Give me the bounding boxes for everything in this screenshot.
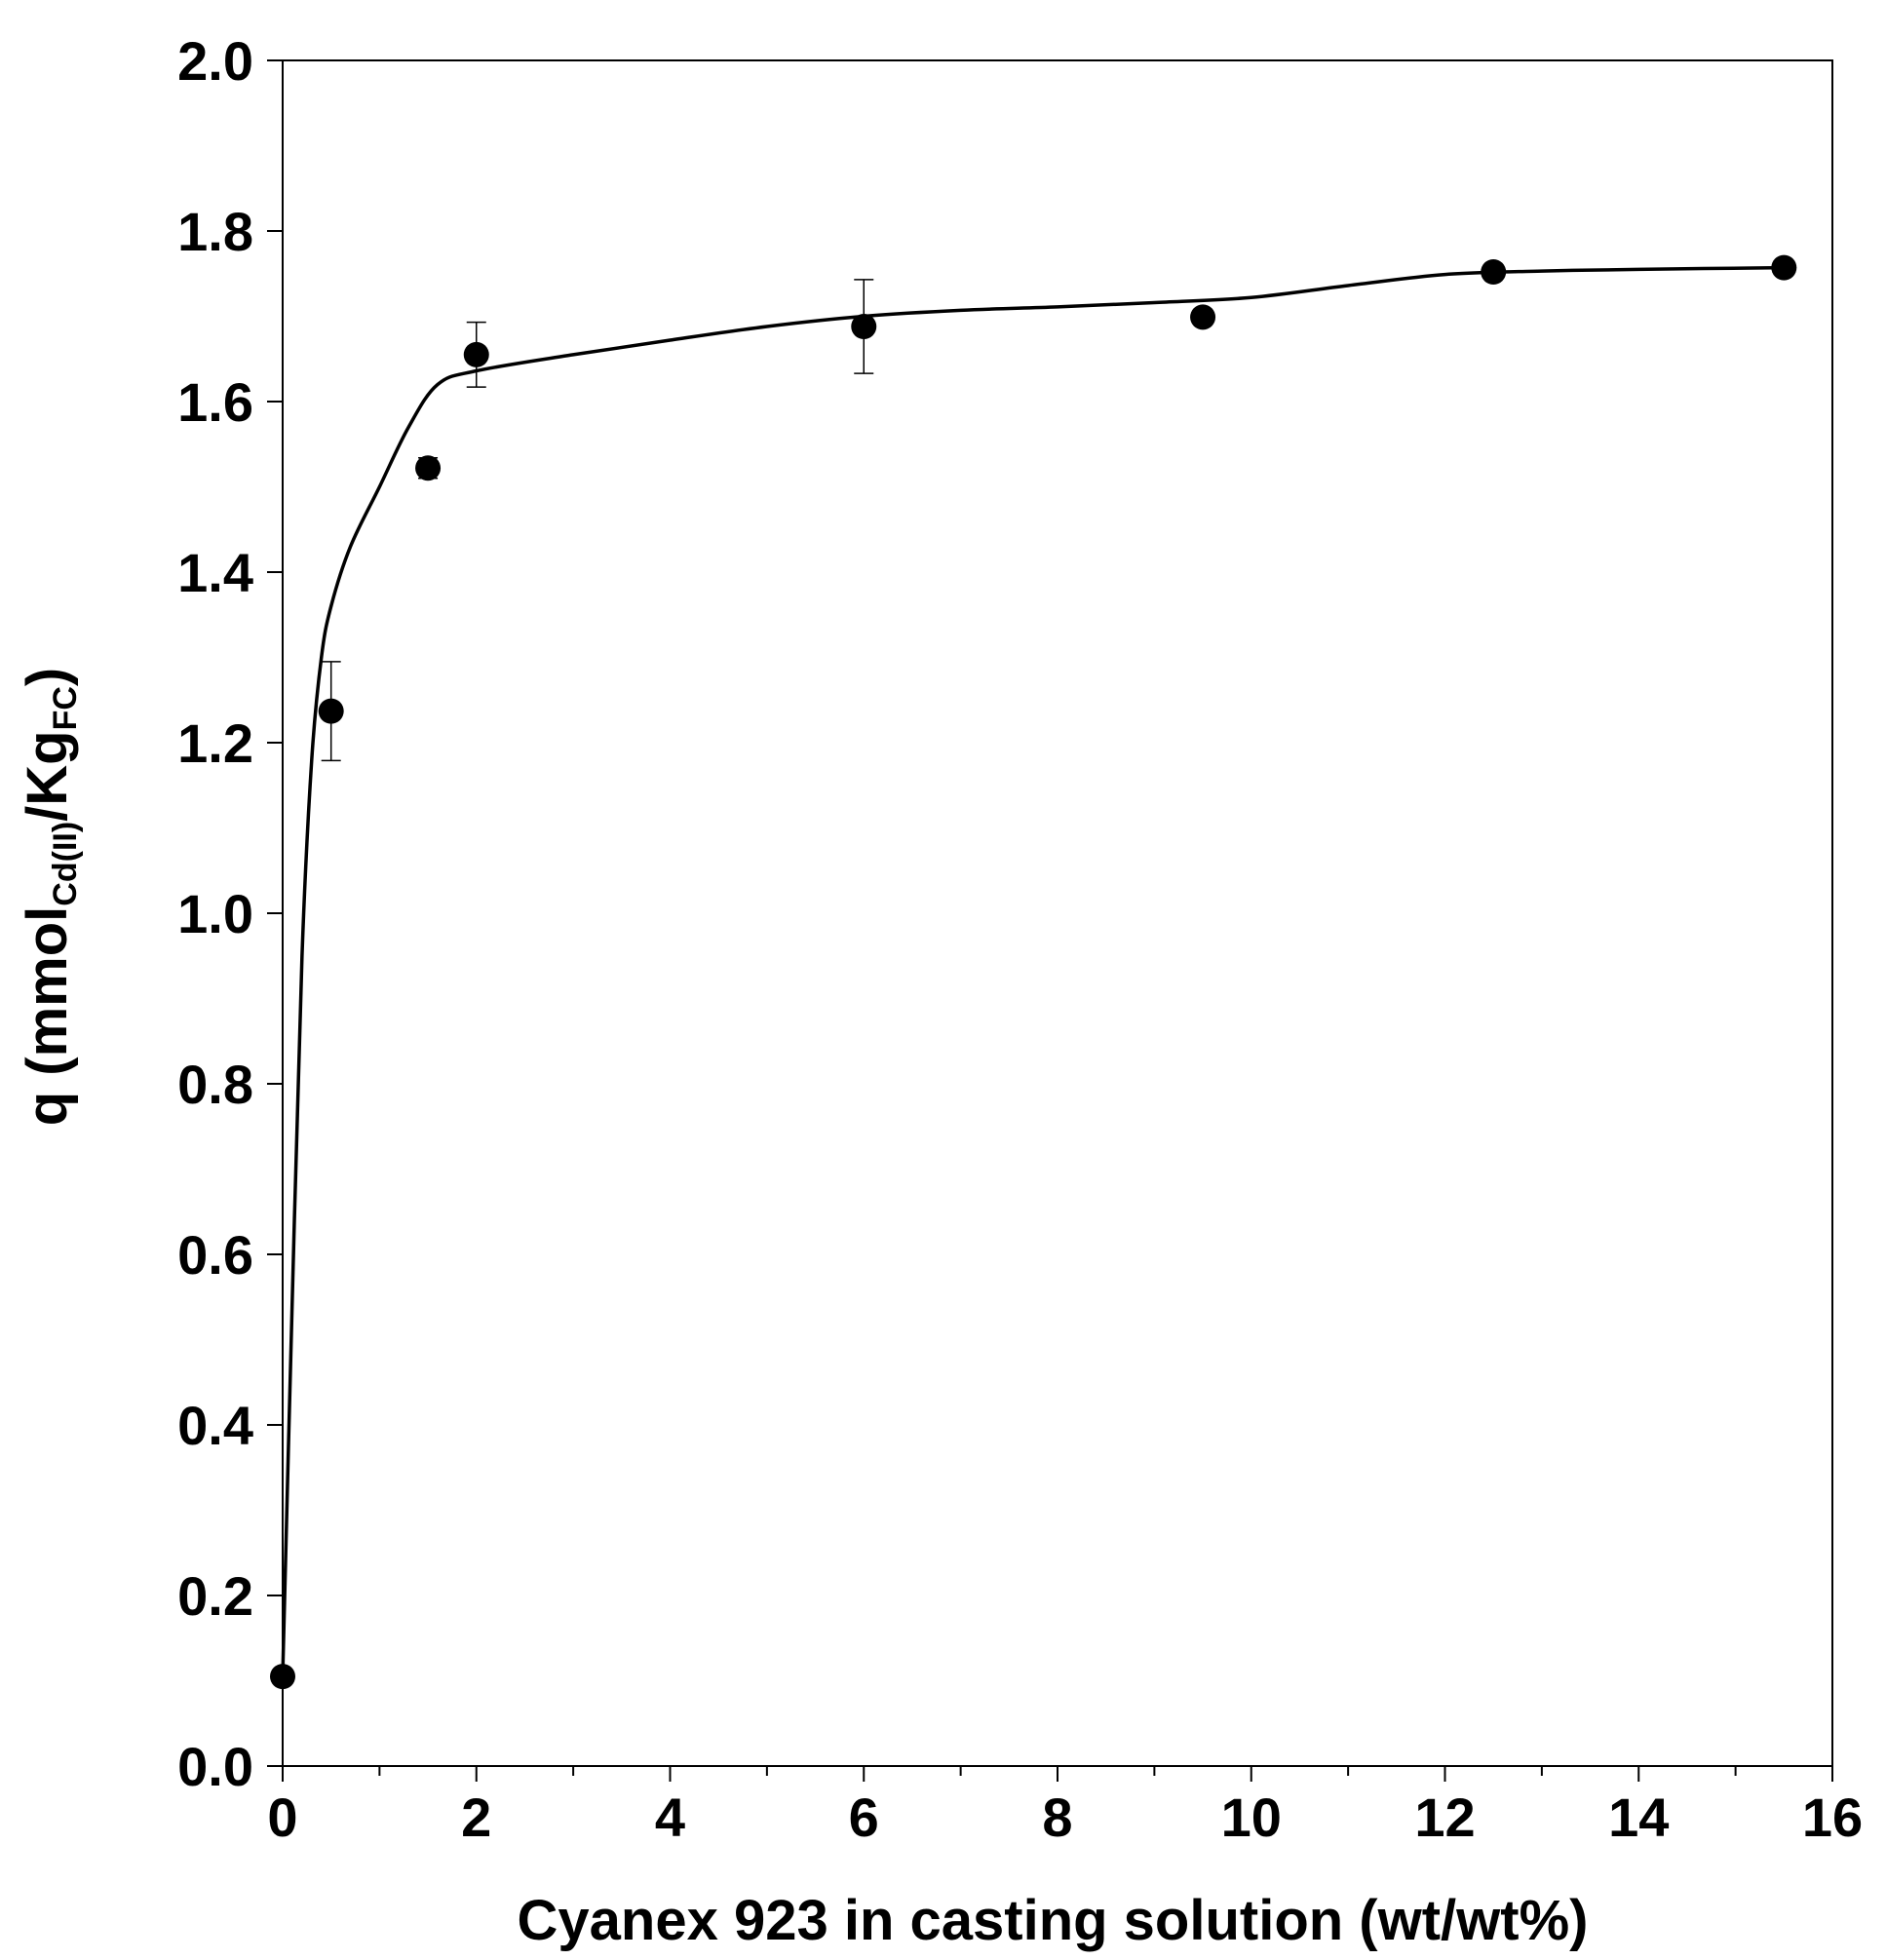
x-tick-label: 0 [267, 1787, 297, 1848]
data-points [270, 254, 1797, 1690]
data-point [1771, 254, 1797, 281]
x-tick-label: 16 [1802, 1787, 1863, 1848]
y-tick-label: 1.8 [177, 201, 253, 262]
x-tick-label: 12 [1414, 1787, 1475, 1848]
x-axis: 0 2 4 6 8 10 12 14 16 [267, 1766, 1863, 1848]
y-tick-label: 0.2 [177, 1565, 253, 1627]
y-tick-label: 0.0 [177, 1736, 253, 1797]
x-axis-title: Cyanex 923 in casting solution (wt/wt%) [518, 1889, 1589, 1952]
y-tick-label: 2.0 [177, 30, 253, 92]
data-point [318, 698, 344, 724]
x-tick-label: 10 [1221, 1787, 1282, 1848]
data-point [1481, 259, 1507, 285]
data-point [463, 341, 489, 367]
y-tick-label: 1.6 [177, 371, 253, 433]
x-tick-label: 8 [1042, 1787, 1072, 1848]
y-tick-label: 1.2 [177, 712, 253, 774]
y-tick-label: 1.4 [177, 542, 253, 603]
data-point [1190, 304, 1216, 330]
plot-border [282, 59, 1833, 1767]
y-tick-label: 0.8 [177, 1054, 253, 1115]
plot-area [282, 59, 1833, 1767]
data-point [270, 1664, 295, 1690]
x-tick-label: 2 [461, 1787, 491, 1848]
y-tick-label: 0.6 [177, 1224, 253, 1286]
x-tick-label: 4 [655, 1787, 685, 1848]
y-axis: 0.0 0.2 0.4 0.6 0.8 1.0 1.2 1.4 1.6 1.8 2.0 [177, 30, 283, 1797]
y-tick-label: 0.4 [177, 1395, 253, 1456]
y-tick-label: 1.0 [177, 883, 253, 944]
data-point [415, 455, 442, 481]
fit-curve-layer [281, 265, 1785, 1677]
y-axis-title: q (mmolCd(II)/KgFC) [16, 668, 84, 1127]
data-point [851, 314, 877, 339]
x-tick-label: 6 [849, 1787, 879, 1848]
fit-line [281, 265, 1785, 1677]
x-tick-label: 14 [1608, 1787, 1669, 1848]
